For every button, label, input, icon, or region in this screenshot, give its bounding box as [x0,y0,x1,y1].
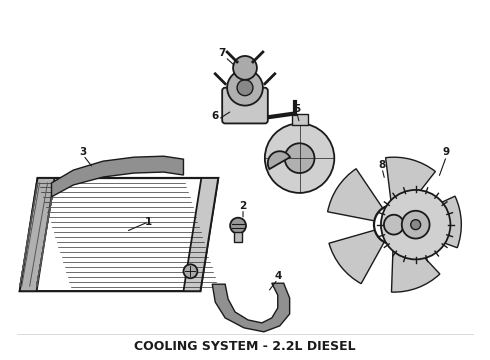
Circle shape [381,190,450,260]
Text: 1: 1 [145,217,152,227]
Text: 7: 7 [219,48,226,58]
Circle shape [285,143,315,173]
Circle shape [411,220,420,230]
Circle shape [233,56,257,80]
Text: COOLING SYSTEM - 2.2L DIESEL: COOLING SYSTEM - 2.2L DIESEL [134,340,356,353]
Circle shape [183,264,197,278]
Text: 4: 4 [274,271,281,281]
Polygon shape [212,283,290,332]
Polygon shape [183,178,218,291]
Bar [292,113,308,125]
Circle shape [374,205,414,244]
Polygon shape [20,178,54,291]
Wedge shape [392,239,440,292]
Wedge shape [329,230,384,284]
Polygon shape [20,178,218,291]
Polygon shape [51,156,183,197]
Wedge shape [268,151,290,169]
Circle shape [237,80,253,96]
Circle shape [384,215,404,235]
Circle shape [402,211,430,239]
FancyBboxPatch shape [222,88,268,123]
Text: 9: 9 [443,147,450,157]
Text: 6: 6 [212,112,219,121]
Wedge shape [412,196,461,248]
Text: 2: 2 [240,201,246,211]
Wedge shape [328,169,383,221]
Text: 3: 3 [80,147,87,157]
Wedge shape [386,157,436,209]
Circle shape [230,218,246,234]
Bar [234,231,242,242]
Circle shape [227,70,263,105]
Circle shape [265,123,334,193]
Text: 5: 5 [293,104,300,113]
Text: 8: 8 [378,160,386,170]
